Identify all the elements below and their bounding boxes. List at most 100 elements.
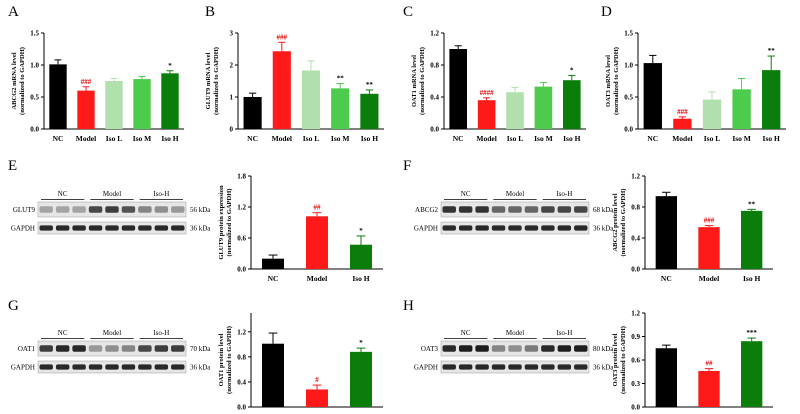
- blot-band: [557, 345, 572, 352]
- y-tick-label: 0.0: [430, 126, 439, 134]
- bar-model: [306, 216, 328, 269]
- y-tick-label: 1.5: [624, 30, 633, 38]
- bar-nc: [655, 196, 677, 269]
- category-label: Iso H: [352, 274, 369, 283]
- category-label: Model: [272, 134, 292, 143]
- bar-nc: [262, 258, 284, 269]
- blot-band: [524, 225, 539, 231]
- blot-band: [475, 225, 489, 231]
- chart-D: 0.0 0.5 1.0 1.5 OAT3 mRNA level (normalized t…: [605, 30, 786, 143]
- western-blot-G: NC Model Iso-H OAT1 70 kDa GAPDH 36 kDa: [11, 329, 211, 374]
- blot-band: [171, 345, 185, 352]
- y-tick-label: 0.8: [430, 62, 439, 70]
- bar-nc: [49, 64, 67, 129]
- western-blot-F: NC Model Iso-H ABCG2 68 kDa GAPDH 36 kDa: [414, 190, 614, 235]
- blot-band: [541, 206, 555, 213]
- category-label: Iso H: [161, 134, 178, 143]
- bar-iso-h: [350, 244, 372, 269]
- y-tick-label: 1.2: [631, 173, 640, 181]
- blot-band: [541, 345, 555, 352]
- category-label: Iso H: [743, 274, 760, 283]
- category-label: NC: [268, 274, 279, 283]
- blot-band: [491, 225, 506, 231]
- y-axis-label: GLUT9 mRNA level: [205, 52, 212, 109]
- bar-model: [272, 51, 291, 129]
- blot-band: [154, 206, 169, 213]
- bar-iso-m: [534, 86, 553, 129]
- blot-band: [39, 225, 53, 231]
- significance-label: ###: [81, 78, 92, 86]
- chart-E: 0.0 0.6 1.2 1.8 GLUT9 protein expression (nor…: [218, 173, 383, 283]
- category-label: Model: [76, 134, 96, 143]
- panel-label-E: E: [8, 158, 17, 174]
- y-tick-label: 1: [230, 94, 234, 102]
- blot-protein-label: GAPDH: [414, 364, 438, 372]
- blot-band: [39, 345, 53, 352]
- blot-band: [508, 206, 522, 213]
- bar-iso-h: [161, 73, 179, 129]
- blot-kda-label: 36 kDa: [593, 225, 614, 233]
- y-tick-label: 1.0: [30, 62, 39, 70]
- bar-iso-l: [301, 70, 321, 129]
- blot-band: [39, 364, 53, 370]
- blot-band: [574, 345, 588, 352]
- blot-band: [557, 364, 572, 370]
- bar-iso-h: [360, 93, 379, 129]
- blot-group-label: Iso-H: [153, 190, 169, 198]
- y-tick-label: 0.0: [631, 266, 640, 274]
- blot-band: [541, 225, 555, 231]
- blot-band: [491, 364, 506, 370]
- bar-nc: [449, 49, 468, 129]
- blot-band: [491, 345, 506, 352]
- y-tick-label: 0.8: [631, 204, 640, 212]
- significance-label: ###: [677, 108, 688, 116]
- panel-label-H: H: [403, 298, 414, 314]
- y-tick-label: 0.0: [237, 404, 246, 412]
- blot-protein-label: ABCG2: [415, 206, 438, 214]
- blot-kda-label: 70 kDa: [190, 345, 211, 353]
- category-label: NC: [453, 134, 464, 143]
- y-tick-label: 0.0: [624, 126, 633, 134]
- blot-group-label: Model: [506, 329, 524, 337]
- blot-band: [72, 206, 86, 213]
- category-label: Iso H: [352, 412, 369, 414]
- blot-band: [524, 345, 539, 352]
- y-tick-label: 0.4: [430, 94, 439, 102]
- category-label: Iso M: [534, 134, 553, 143]
- blot-protein-label: GAPDH: [414, 225, 438, 233]
- blot-group-label: Model: [506, 190, 524, 198]
- blot-band: [154, 225, 169, 231]
- blot-band: [508, 345, 522, 352]
- category-label: Iso H: [361, 134, 378, 143]
- significance-label: ###: [277, 33, 288, 41]
- significance-label: **: [768, 47, 776, 55]
- bar-nc: [243, 97, 262, 129]
- blot-band: [88, 206, 103, 213]
- blot-band: [475, 206, 489, 213]
- blot-band: [458, 206, 473, 213]
- category-label: Iso L: [106, 134, 122, 143]
- blot-protein-label: OAT1: [18, 345, 36, 353]
- significance-label: *: [359, 339, 363, 347]
- y-tick-label: 0.9: [631, 333, 640, 341]
- blot-band: [72, 364, 86, 370]
- bar-iso-l: [105, 81, 123, 129]
- bar-iso-h: [741, 341, 763, 407]
- y-axis-label: (normalized to GAPDH): [620, 189, 627, 257]
- category-label: Iso H: [743, 412, 760, 414]
- chart-B: 0 1 2 3 GLUT9 mRNA level (normalized to GAPDH…: [205, 30, 384, 143]
- y-tick-label: 0.0: [30, 126, 39, 134]
- y-tick-label: 1.5: [30, 30, 39, 38]
- chart-G: 0.0 0.4 0.8 1.2 OAT1 protein level (normalize…: [218, 313, 383, 414]
- y-tick-label: 0: [230, 126, 234, 134]
- significance-label: ####: [480, 89, 495, 97]
- y-tick-label: 0.5: [624, 94, 633, 102]
- y-axis-label: OAT3 protein level: [612, 333, 619, 386]
- significance-label: *: [570, 66, 574, 74]
- significance-label: #: [315, 376, 319, 384]
- bar-nc: [643, 63, 662, 129]
- y-axis-label: (normalized to GAPDH): [613, 47, 620, 115]
- blot-band: [442, 225, 456, 231]
- panel-label-D: D: [601, 4, 612, 20]
- chart-H: 0.0 0.3 0.6 0.9 1.2 OAT3 protein level (normal…: [612, 310, 773, 414]
